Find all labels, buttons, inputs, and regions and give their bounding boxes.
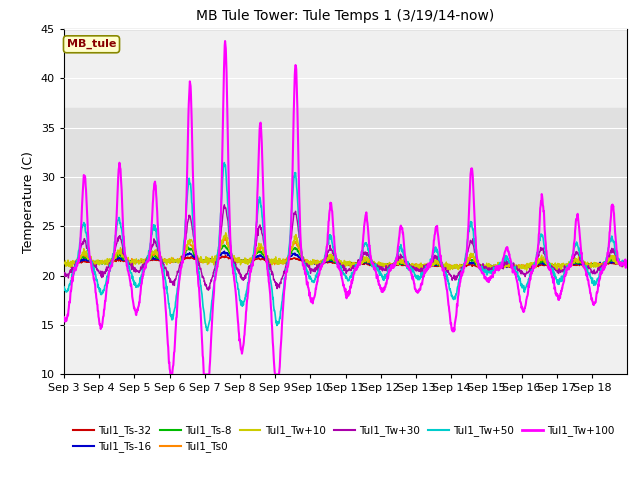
Title: MB Tule Tower: Tule Temps 1 (3/19/14-now): MB Tule Tower: Tule Temps 1 (3/19/14-now… <box>196 10 495 24</box>
Y-axis label: Temperature (C): Temperature (C) <box>22 151 35 252</box>
Text: MB_tule: MB_tule <box>67 39 116 49</box>
Legend: Tul1_Ts-32, Tul1_Ts-16, Tul1_Ts-8, Tul1_Ts0, Tul1_Tw+10, Tul1_Tw+30, Tul1_Tw+50,: Tul1_Ts-32, Tul1_Ts-16, Tul1_Ts-8, Tul1_… <box>69 421 619 456</box>
Bar <box>64 108 627 276</box>
